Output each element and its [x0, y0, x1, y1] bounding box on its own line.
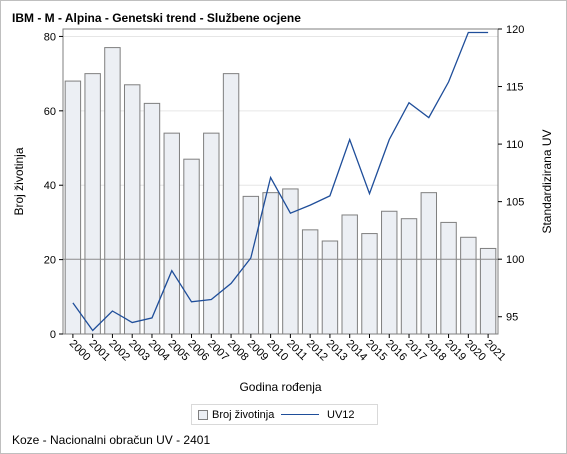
- x-tick-label: 2004: [146, 338, 172, 364]
- x-tick-label: 2020: [462, 338, 488, 364]
- x-tick-label: 2003: [126, 338, 152, 364]
- bar: [203, 132, 220, 335]
- bar: [84, 73, 101, 335]
- x-tick-label: 2019: [442, 338, 468, 364]
- bar: [222, 73, 240, 335]
- bar: [381, 210, 398, 335]
- y2-tick-label: 120: [506, 24, 524, 36]
- bar: [400, 218, 418, 335]
- bar: [341, 214, 358, 335]
- bar: [64, 80, 82, 335]
- legend-bar-label: Broj životinja: [212, 409, 275, 421]
- y-tick-label: 60: [44, 106, 56, 118]
- y2-tick-label: 105: [506, 197, 524, 209]
- bar-line-chart: 0204060809510010511011512020002001200220…: [12, 24, 554, 394]
- bar: [262, 192, 279, 335]
- y-tick-label: 20: [44, 255, 56, 267]
- x-tick-label: 2005: [166, 338, 192, 364]
- x-tick-label: 2009: [245, 338, 271, 364]
- footnote: Koze - Nacionalni obračun UV - 2401: [12, 433, 211, 447]
- x-tick-label: 2015: [363, 338, 389, 364]
- bar: [361, 233, 378, 335]
- x-tick-label: 2000: [67, 338, 93, 364]
- y2-tick-label: 100: [506, 254, 524, 266]
- x-tick-label: 2008: [225, 338, 251, 364]
- x-tick-label: 2013: [324, 338, 350, 364]
- bar: [301, 229, 319, 335]
- x-tick-label: 2011: [284, 338, 309, 363]
- y-tick-label: 80: [44, 31, 56, 43]
- x-tick-label: 2002: [106, 338, 132, 364]
- x-tick-label: 2010: [264, 338, 290, 364]
- legend-line-label: UV12: [327, 409, 355, 421]
- bar: [123, 84, 141, 335]
- x-tick-label: 2017: [403, 338, 429, 364]
- y-tick-label: 40: [44, 180, 56, 192]
- legend-line-swatch: [281, 414, 319, 415]
- plot-area-border: [62, 28, 499, 335]
- chart-title: IBM - M - Alpina - Genetski trend - Služ…: [12, 11, 301, 25]
- bar: [163, 132, 180, 335]
- legend: Broj životinja UV12: [191, 404, 378, 425]
- y2-tick-label: 95: [506, 312, 518, 324]
- bar: [143, 102, 161, 335]
- x-tick-label: 2014: [344, 338, 370, 364]
- y-tick-label: 0: [50, 329, 56, 341]
- bar: [104, 47, 121, 335]
- legend-bar-swatch: [198, 410, 208, 420]
- bar: [183, 158, 200, 335]
- uv12-line: [72, 31, 489, 332]
- x-axis-title: Godina rođenja: [239, 380, 321, 394]
- x-tick-label: 2016: [383, 338, 409, 364]
- bar: [420, 192, 438, 335]
- y-axis-title: Broj životinja: [12, 147, 26, 215]
- y2-axis-title: Standardizirana UV: [540, 129, 554, 233]
- y2-tick-label: 115: [506, 82, 524, 94]
- bar: [440, 221, 457, 335]
- bar: [460, 236, 477, 335]
- x-tick-label: 2018: [423, 338, 449, 364]
- x-tick-label: 2001: [87, 338, 113, 364]
- x-tick-label: 2007: [205, 338, 231, 364]
- x-tick-label: 2021: [482, 338, 508, 364]
- bar: [479, 247, 497, 335]
- x-tick-label: 2006: [185, 338, 211, 364]
- y2-tick-label: 110: [506, 139, 524, 151]
- x-tick-label: 2012: [304, 338, 330, 364]
- bar: [321, 240, 339, 335]
